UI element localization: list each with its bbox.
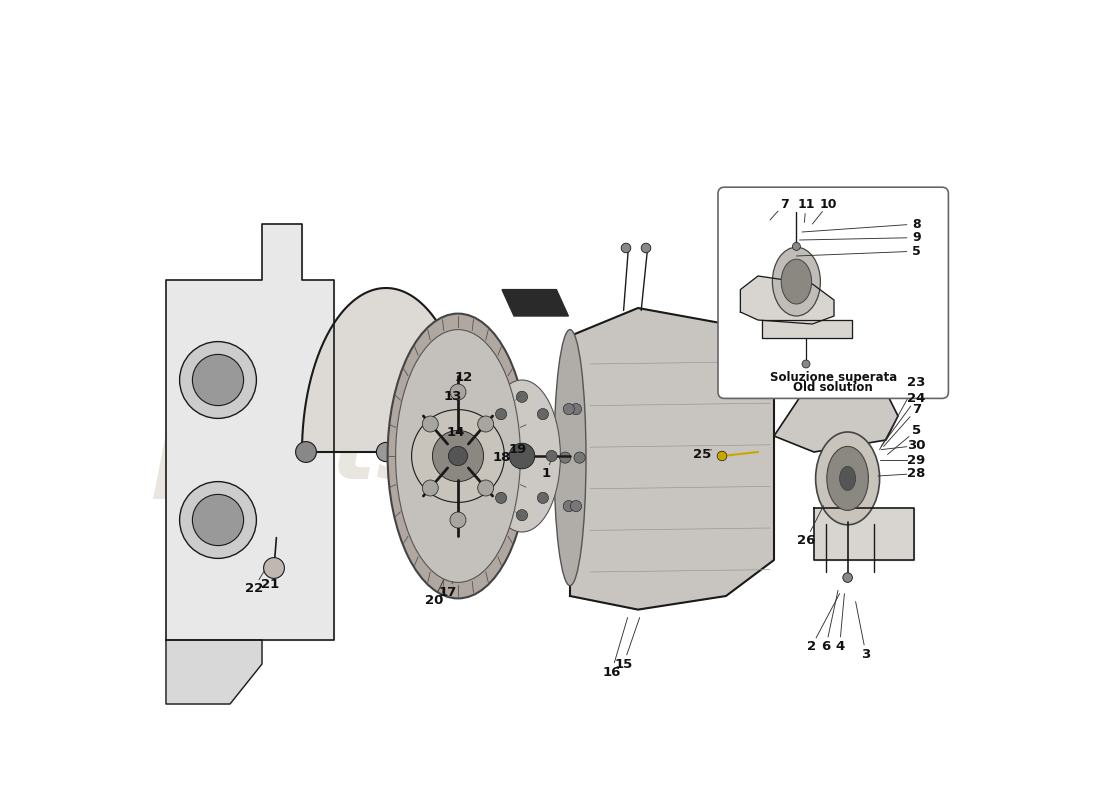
Circle shape bbox=[422, 480, 438, 496]
Ellipse shape bbox=[772, 247, 821, 316]
Polygon shape bbox=[166, 224, 334, 640]
Polygon shape bbox=[166, 640, 262, 704]
Ellipse shape bbox=[554, 330, 586, 586]
Text: 22: 22 bbox=[245, 582, 263, 594]
Text: 12: 12 bbox=[454, 371, 473, 384]
Text: 30: 30 bbox=[908, 439, 926, 452]
Circle shape bbox=[563, 501, 574, 512]
Text: a passion for parts since 1985: a passion for parts since 1985 bbox=[340, 418, 680, 574]
Circle shape bbox=[717, 451, 727, 461]
Text: 20: 20 bbox=[425, 594, 443, 606]
Text: 16: 16 bbox=[603, 666, 620, 678]
Circle shape bbox=[537, 492, 549, 503]
Text: 28: 28 bbox=[908, 467, 925, 480]
Text: 17: 17 bbox=[439, 586, 456, 598]
Circle shape bbox=[621, 243, 630, 253]
Circle shape bbox=[477, 416, 494, 432]
Text: 4: 4 bbox=[835, 640, 844, 653]
Circle shape bbox=[422, 416, 438, 432]
Circle shape bbox=[792, 242, 801, 250]
Text: 2: 2 bbox=[807, 640, 816, 653]
Text: 23: 23 bbox=[908, 376, 925, 389]
Circle shape bbox=[432, 430, 484, 482]
Polygon shape bbox=[502, 290, 569, 316]
Text: Old solution: Old solution bbox=[793, 381, 873, 394]
Circle shape bbox=[192, 354, 243, 406]
Circle shape bbox=[802, 360, 810, 368]
Circle shape bbox=[179, 342, 256, 418]
Circle shape bbox=[843, 573, 852, 582]
Ellipse shape bbox=[827, 446, 868, 510]
Circle shape bbox=[449, 446, 468, 466]
Ellipse shape bbox=[781, 259, 812, 304]
Text: 7: 7 bbox=[780, 198, 789, 210]
Text: 29: 29 bbox=[908, 454, 925, 466]
Text: euro
parts: euro parts bbox=[154, 301, 433, 499]
Text: 18: 18 bbox=[493, 451, 512, 464]
Text: 15: 15 bbox=[615, 658, 632, 670]
Circle shape bbox=[641, 243, 651, 253]
Text: 13: 13 bbox=[443, 390, 462, 402]
Text: 7: 7 bbox=[912, 403, 921, 416]
Ellipse shape bbox=[376, 442, 396, 462]
Circle shape bbox=[563, 403, 574, 414]
Text: 5: 5 bbox=[912, 424, 921, 437]
Circle shape bbox=[192, 494, 243, 546]
Text: 24: 24 bbox=[908, 392, 925, 405]
Circle shape bbox=[450, 512, 466, 528]
Text: Soluzione superata: Soluzione superata bbox=[770, 371, 896, 384]
Text: 6: 6 bbox=[822, 640, 830, 653]
Circle shape bbox=[516, 510, 528, 521]
Circle shape bbox=[571, 403, 582, 414]
Polygon shape bbox=[814, 508, 914, 560]
Circle shape bbox=[477, 480, 494, 496]
Circle shape bbox=[264, 558, 285, 578]
Circle shape bbox=[450, 384, 466, 400]
Circle shape bbox=[296, 442, 317, 462]
Polygon shape bbox=[762, 320, 852, 338]
Ellipse shape bbox=[484, 380, 560, 532]
Circle shape bbox=[495, 492, 507, 503]
Polygon shape bbox=[302, 288, 470, 452]
Text: 9: 9 bbox=[912, 231, 921, 244]
Ellipse shape bbox=[839, 466, 856, 490]
Text: 10: 10 bbox=[820, 198, 837, 210]
FancyBboxPatch shape bbox=[718, 187, 948, 398]
Polygon shape bbox=[740, 276, 834, 324]
Circle shape bbox=[509, 443, 535, 469]
Circle shape bbox=[516, 391, 528, 402]
Text: 25: 25 bbox=[693, 448, 711, 461]
Circle shape bbox=[571, 501, 582, 512]
Text: 19: 19 bbox=[509, 443, 527, 456]
Circle shape bbox=[537, 409, 549, 420]
Polygon shape bbox=[570, 308, 774, 610]
Ellipse shape bbox=[396, 330, 520, 582]
Text: 26: 26 bbox=[796, 534, 815, 546]
Circle shape bbox=[487, 450, 498, 462]
Circle shape bbox=[560, 452, 571, 463]
Text: 3: 3 bbox=[861, 648, 870, 661]
Circle shape bbox=[495, 409, 507, 420]
Polygon shape bbox=[774, 376, 898, 452]
Ellipse shape bbox=[815, 432, 880, 525]
Text: 14: 14 bbox=[447, 426, 465, 438]
Ellipse shape bbox=[387, 314, 528, 598]
Circle shape bbox=[411, 410, 505, 502]
Circle shape bbox=[179, 482, 256, 558]
Text: 21: 21 bbox=[261, 578, 279, 590]
Text: 8: 8 bbox=[912, 218, 921, 230]
Text: 11: 11 bbox=[798, 198, 815, 210]
Text: 5: 5 bbox=[912, 245, 921, 258]
Circle shape bbox=[574, 452, 585, 463]
Text: 1: 1 bbox=[541, 467, 551, 480]
Circle shape bbox=[546, 450, 558, 462]
